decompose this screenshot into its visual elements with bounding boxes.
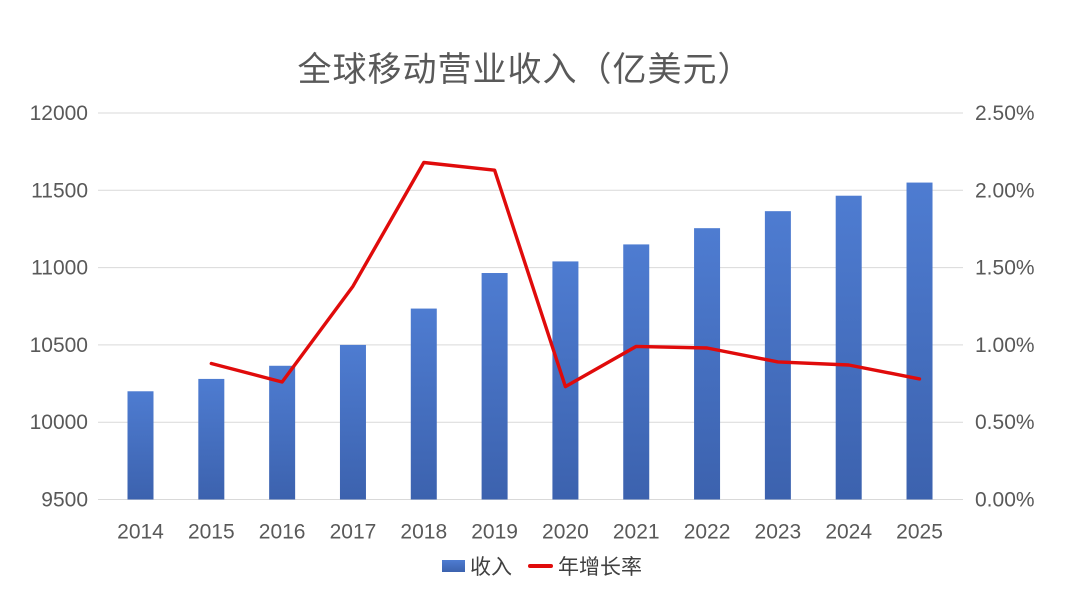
y-right-tick-label: 1.00%	[975, 334, 1035, 357]
bar-2014	[127, 391, 154, 500]
legend-item-revenue: 收入	[442, 551, 512, 581]
revenue-bar-swatch-icon	[442, 560, 465, 572]
y-right-tick-label: 0.50%	[975, 411, 1035, 434]
y-axis-right-labels: 0.00% 0.50% 1.00% 1.50% 2.00% 2.50%	[975, 102, 1035, 512]
x-tick-label-2025: 2025	[896, 521, 943, 544]
y-right-tick-label: 2.50%	[975, 102, 1035, 125]
y-right-tick-label: 0.00%	[975, 489, 1035, 512]
legend: 收入 年增长率	[442, 551, 642, 581]
y-left-tick-label: 10000	[30, 411, 88, 434]
x-tick-label-2014: 2014	[117, 521, 164, 544]
bar-2021	[623, 244, 650, 500]
legend-growth-label: 年增长率	[558, 556, 642, 579]
legend-item-growth: 年增长率	[528, 551, 642, 581]
y-left-tick-label: 11000	[31, 257, 88, 280]
x-tick-label-2017: 2017	[330, 521, 377, 544]
gridlines	[98, 112, 963, 500]
x-tick-label-2023: 2023	[755, 521, 802, 544]
bar-2015	[198, 378, 225, 500]
y-right-tick-label: 2.00%	[975, 179, 1035, 202]
bar-2016	[269, 365, 296, 500]
x-tick-label-2021: 2021	[613, 521, 660, 544]
y-axis-left-labels: 9500 10000 10500 11000 11500 12000	[30, 102, 88, 512]
y-left-tick-label: 12000	[30, 102, 88, 125]
x-tick-label-2018: 2018	[400, 521, 447, 544]
chart-title: 全球移动营业收入（亿美元）	[297, 51, 753, 89]
y-left-tick-label: 10500	[30, 334, 88, 357]
y-left-tick-label: 9500	[41, 489, 88, 512]
growth-line	[209, 160, 922, 389]
y-left-tick-label: 11500	[31, 179, 88, 202]
x-tick-label-2020: 2020	[542, 521, 589, 544]
x-tick-label-2024: 2024	[825, 521, 872, 544]
bar-2023	[764, 211, 791, 500]
x-tick-label-2022: 2022	[684, 521, 731, 544]
bar-2025	[906, 182, 933, 500]
x-axis-labels: 2014 2015 2016 2017 2018 2019 2020 2021 2022 2023…	[117, 521, 943, 544]
bar-2017	[339, 344, 366, 500]
bar-2022	[694, 228, 721, 500]
revenue-bars	[127, 182, 933, 500]
growth-rate-line	[209, 160, 922, 389]
bar-2018	[410, 308, 437, 500]
bar-2024	[835, 195, 862, 500]
legend-revenue-label: 收入	[470, 556, 512, 579]
bar-2019	[481, 273, 508, 500]
x-tick-label-2016: 2016	[259, 521, 306, 544]
growth-line-swatch-icon	[528, 564, 553, 568]
x-tick-label-2015: 2015	[188, 521, 235, 544]
x-tick-label-2019: 2019	[471, 521, 518, 544]
y-right-tick-label: 1.50%	[975, 257, 1035, 280]
